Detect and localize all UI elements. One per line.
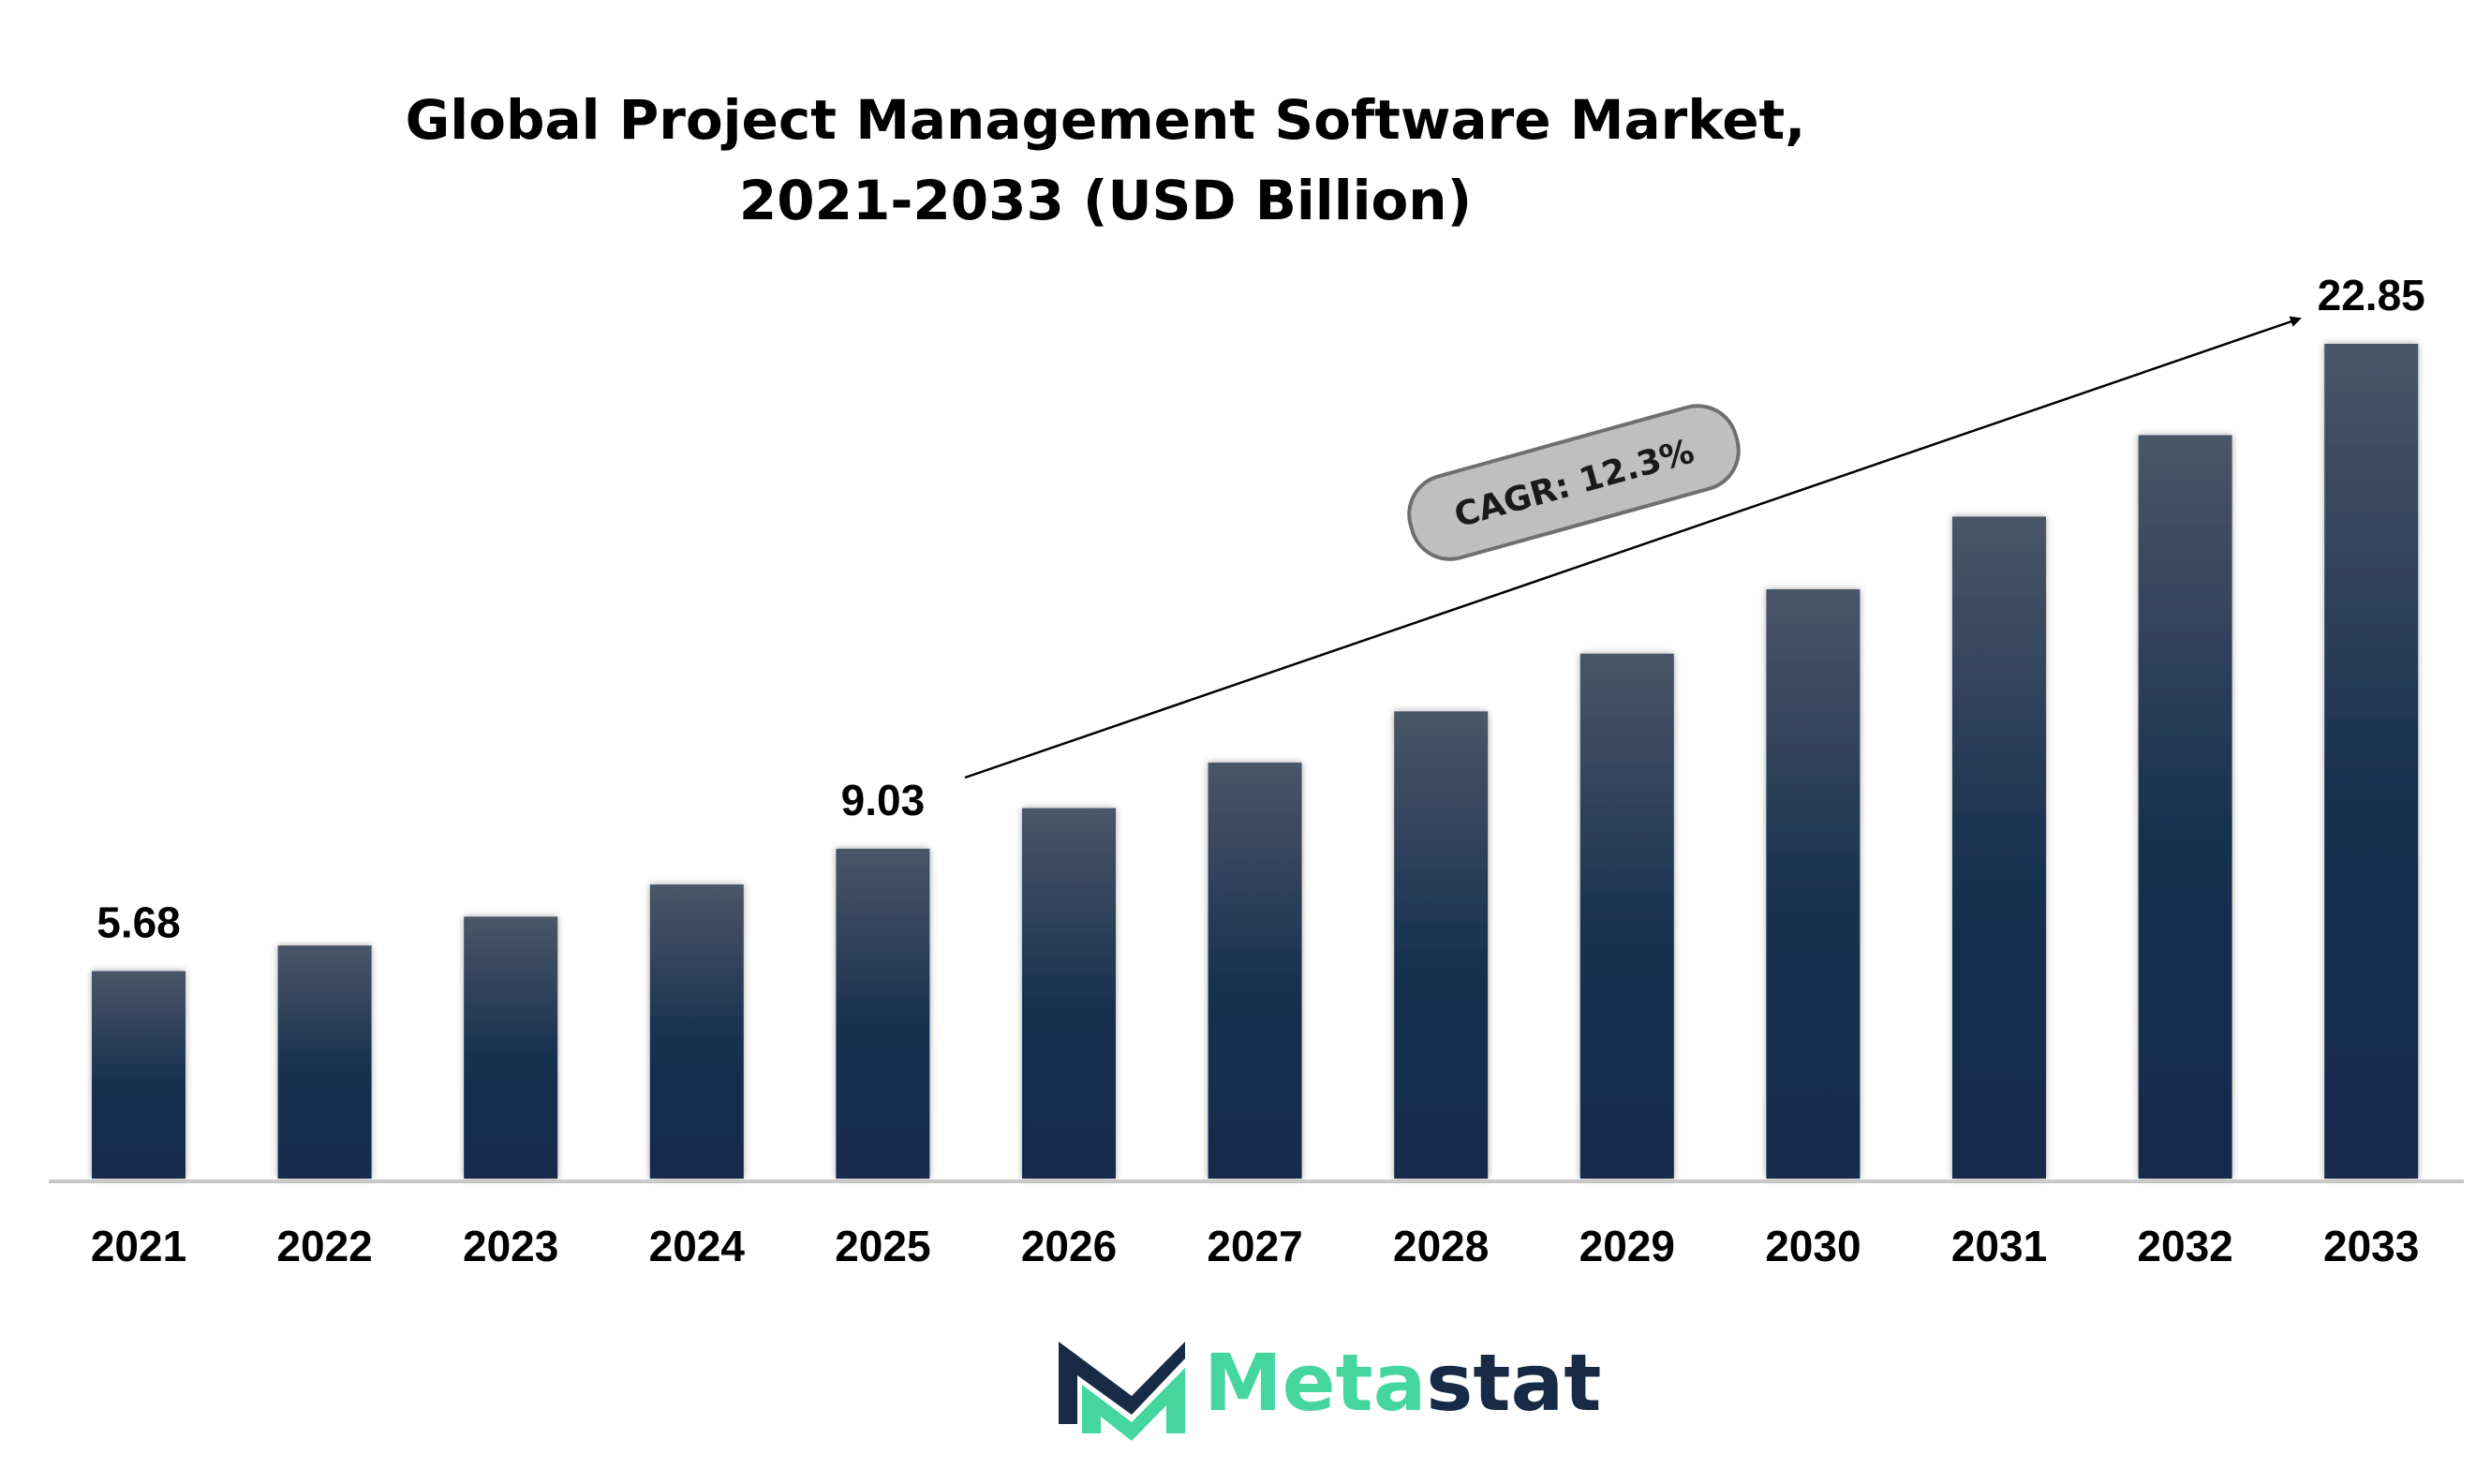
bar-2027 bbox=[1208, 762, 1302, 1179]
bar-2023 bbox=[464, 916, 558, 1179]
x-tick-label-2031: 2031 bbox=[1951, 1222, 2047, 1270]
x-tick-label-2024: 2024 bbox=[649, 1222, 746, 1270]
x-tick-label-2030: 2030 bbox=[1765, 1222, 1861, 1270]
chart-title: Global Project Management Software Marke… bbox=[405, 88, 1806, 232]
metastat-m-logo-icon bbox=[1059, 1342, 1185, 1441]
bar-2031 bbox=[1952, 516, 2046, 1179]
x-tick-label-2021: 2021 bbox=[91, 1222, 186, 1270]
bar-2025 bbox=[836, 848, 930, 1179]
cagr-callout: CAGR: 12.3% bbox=[1407, 404, 1741, 561]
x-tick-label-2026: 2026 bbox=[1021, 1222, 1117, 1270]
logo-text-stat: stat bbox=[1426, 1337, 1601, 1429]
bar-2030 bbox=[1766, 589, 1861, 1179]
x-tick-label-2028: 2028 bbox=[1393, 1222, 1489, 1270]
data-labels-group: 5.68 9.03 22.85 bbox=[96, 271, 2425, 947]
bar-2026 bbox=[1022, 808, 1116, 1179]
metastat-logo: Metastat bbox=[1059, 1337, 1601, 1441]
x-tick-label-2032: 2032 bbox=[2137, 1222, 2232, 1270]
x-tick-label-2033: 2033 bbox=[2323, 1222, 2419, 1270]
data-label-2021: 5.68 bbox=[96, 898, 181, 947]
data-label-2025: 9.03 bbox=[841, 776, 926, 824]
x-tick-label-2022: 2022 bbox=[276, 1222, 372, 1270]
bars-group bbox=[92, 344, 2419, 1179]
bar-2033 bbox=[2324, 344, 2419, 1179]
bar-2024 bbox=[649, 884, 744, 1179]
bar-2028 bbox=[1394, 711, 1489, 1179]
x-tick-label-2027: 2027 bbox=[1207, 1222, 1302, 1270]
data-label-2033: 22.85 bbox=[2318, 271, 2425, 319]
bar-2032 bbox=[2138, 435, 2232, 1179]
bar-2022 bbox=[277, 945, 372, 1179]
logo-text-meta: Meta bbox=[1204, 1337, 1426, 1429]
bar-2021 bbox=[92, 971, 185, 1179]
x-tick-label-2025: 2025 bbox=[835, 1222, 930, 1270]
x-axis-tick-labels: 2021 2022 2023 2024 2025 2026 2027 2028 2029 2030… bbox=[91, 1222, 2420, 1270]
x-tick-label-2029: 2029 bbox=[1579, 1222, 1675, 1270]
logo-wordmark: Metastat bbox=[1204, 1337, 1601, 1429]
x-tick-label-2023: 2023 bbox=[463, 1222, 558, 1270]
cagr-callout-pill bbox=[1407, 404, 1741, 561]
cagr-trend-arrow bbox=[964, 316, 2302, 779]
bar-2029 bbox=[1579, 653, 1674, 1179]
